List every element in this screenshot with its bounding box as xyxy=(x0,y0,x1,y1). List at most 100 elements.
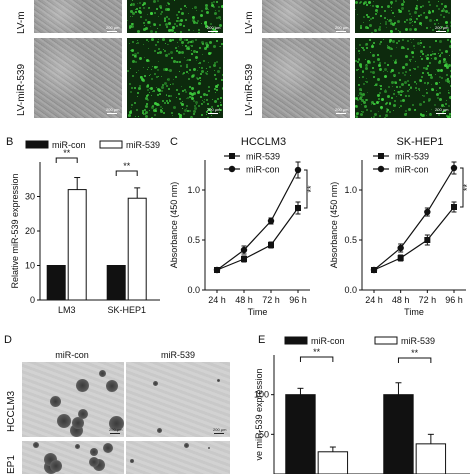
bar xyxy=(383,394,414,474)
micrograph-d-1 xyxy=(22,362,124,437)
y-tick-label: 20 xyxy=(25,226,35,236)
legend-label: miR-con xyxy=(246,165,280,175)
y-tick-label: 0 xyxy=(30,295,35,305)
y-tick-label: 100 xyxy=(254,390,269,400)
scale-bar-label: 200 μm xyxy=(106,25,120,30)
data-point xyxy=(267,217,275,225)
data-point xyxy=(295,205,301,211)
x-tick-label: 24 h xyxy=(365,295,383,305)
y-axis-label: Absorbance (450 nm) xyxy=(329,182,339,269)
significance-marker: ** xyxy=(411,348,419,358)
x-tick-label: 72 h xyxy=(419,295,437,305)
x-tick-label: 96 h xyxy=(445,295,463,305)
scale-bar xyxy=(110,433,120,434)
micrograph-a-bf-4 xyxy=(262,38,350,118)
data-point xyxy=(424,208,431,216)
bar xyxy=(127,197,147,301)
legend-label: miR-539 xyxy=(246,152,280,162)
legend-marker xyxy=(228,165,236,173)
significance-marker: ** xyxy=(306,185,316,193)
legend-label: miR-539 xyxy=(395,152,429,162)
legend-label: miR-539 xyxy=(401,336,435,346)
y-tick-label: 1.0 xyxy=(344,185,357,195)
scale-bar xyxy=(208,31,218,32)
x-tick-label: 96 h xyxy=(289,295,307,305)
chart-title: SK-HEP1 xyxy=(396,136,443,148)
micrograph-d-2 xyxy=(126,362,230,437)
y-tick-label: 0.0 xyxy=(187,285,200,295)
legend-label: miR-con xyxy=(311,336,345,346)
legend-marker xyxy=(378,153,384,159)
x-tick-label: 48 h xyxy=(392,295,410,305)
scale-bar xyxy=(436,113,446,114)
y-tick-label: 10 xyxy=(25,261,35,271)
panel-d-col-header: miR-con xyxy=(55,350,89,360)
x-tick-label: 72 h xyxy=(262,295,280,305)
x-tick-label: LM3 xyxy=(58,305,76,315)
bar xyxy=(285,394,316,474)
legend-swatch xyxy=(99,140,123,149)
significance-bracket xyxy=(299,356,334,362)
significance-bracket xyxy=(55,157,78,163)
micrograph-a-bf-1 xyxy=(34,0,122,33)
bar xyxy=(106,265,126,301)
series-line xyxy=(216,169,299,271)
data-point xyxy=(240,246,248,254)
series-line xyxy=(216,207,299,271)
legend-label: miR-539 xyxy=(126,140,160,150)
scale-bar-label: 200 μm xyxy=(207,25,221,30)
micrograph-a-gfp-4 xyxy=(355,38,451,118)
scale-bar xyxy=(107,113,117,114)
significance-bracket xyxy=(397,357,432,363)
scale-bar-label: 200 μm xyxy=(213,427,227,432)
y-tick-label: 30 xyxy=(25,192,35,202)
scale-bar-label: 200 μm xyxy=(207,107,221,112)
significance-marker: ** xyxy=(462,184,472,192)
scale-bar xyxy=(208,113,218,114)
scale-bar-label: 200 μm xyxy=(109,427,123,432)
micrograph-a-gfp-3 xyxy=(355,0,451,33)
scale-bar xyxy=(214,433,224,434)
micrograph-d-3 xyxy=(22,441,124,474)
data-point xyxy=(397,255,404,261)
significance-marker: ** xyxy=(123,161,131,171)
panel-d-row-label: HCCLM3 xyxy=(6,390,17,432)
scale-bar xyxy=(336,31,346,32)
legend-label: miR-con xyxy=(395,165,429,175)
y-axis-label: Relative miR-539 expression xyxy=(10,173,20,288)
scale-bar xyxy=(436,31,446,32)
micrograph-a-bf-3 xyxy=(262,0,350,33)
significance-marker: ** xyxy=(313,347,321,357)
scale-bar-label: 200 μm xyxy=(106,107,120,112)
legend-swatch xyxy=(25,140,49,149)
significance-marker: ** xyxy=(63,148,71,158)
legend-marker xyxy=(229,153,235,159)
series-line xyxy=(373,206,455,271)
panel-label-e: E xyxy=(258,334,266,346)
significance-bracket xyxy=(460,167,464,208)
data-point xyxy=(424,237,431,243)
scale-bar-label: 200 μm xyxy=(435,25,449,30)
x-tick-label: 24 h xyxy=(208,295,226,305)
y-tick-label: 0.5 xyxy=(187,235,200,245)
legend-swatch xyxy=(284,336,308,345)
chart-title: HCCLM3 xyxy=(241,136,286,148)
data-point xyxy=(241,256,247,262)
panel-label-d: D xyxy=(4,334,12,346)
bar xyxy=(67,189,87,301)
panel-d-col-header: miR-539 xyxy=(160,350,195,360)
x-tick-label: SK-HEP1 xyxy=(107,305,146,315)
micrograph-a-bf-2 xyxy=(34,38,122,118)
micrograph-a-gfp-2 xyxy=(127,38,223,118)
bar xyxy=(46,265,66,301)
panel-label-b: B xyxy=(6,136,14,148)
y-tick-label: 1.0 xyxy=(187,185,200,195)
x-tick-label: 48 h xyxy=(235,295,253,305)
legend-swatch xyxy=(374,336,398,345)
y-tick-label: 0.5 xyxy=(344,235,357,245)
x-axis-label: Time xyxy=(248,307,268,317)
panel-d-row-label: EP1 xyxy=(6,455,17,474)
data-point xyxy=(370,266,378,274)
significance-bracket xyxy=(304,169,308,209)
